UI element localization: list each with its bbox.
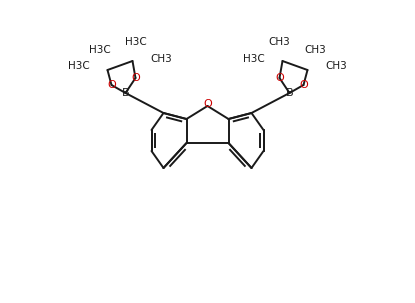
Text: H3C: H3C bbox=[243, 54, 264, 64]
Text: B: B bbox=[286, 88, 293, 98]
Text: CH3: CH3 bbox=[151, 54, 172, 64]
Text: H3C: H3C bbox=[89, 45, 110, 55]
Text: H3C: H3C bbox=[124, 37, 146, 47]
Text: O: O bbox=[275, 73, 284, 83]
Text: B: B bbox=[122, 88, 129, 98]
Text: CH3: CH3 bbox=[325, 61, 347, 71]
Text: O: O bbox=[299, 80, 308, 90]
Text: H3C: H3C bbox=[68, 61, 90, 71]
Text: O: O bbox=[203, 99, 212, 109]
Text: O: O bbox=[131, 73, 140, 83]
Text: CH3: CH3 bbox=[269, 37, 290, 47]
Text: CH3: CH3 bbox=[305, 45, 326, 55]
Text: O: O bbox=[107, 80, 116, 90]
